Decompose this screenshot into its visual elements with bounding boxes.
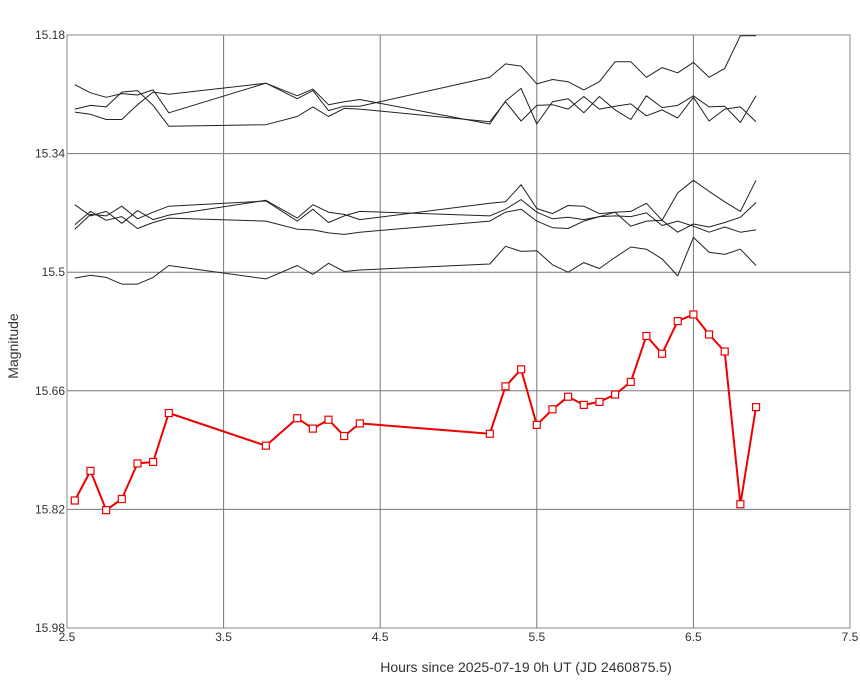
comparison-series-line <box>74 82 757 125</box>
y-tick-label: 15.66 <box>35 384 65 398</box>
grid-lines <box>66 34 851 629</box>
target-data-point <box>261 441 270 450</box>
target-data-point <box>548 405 557 414</box>
target-data-point <box>485 429 494 438</box>
target-data-point <box>657 349 667 358</box>
y-tick-label: 15.98 <box>35 621 65 635</box>
comparison-series-line <box>74 236 757 285</box>
target-data-point <box>149 457 158 467</box>
x-tick-label: 4.5 <box>372 630 389 644</box>
x-tick-label: 7.5 <box>842 630 859 644</box>
target-data-point <box>117 494 126 504</box>
target-series-line <box>73 313 757 512</box>
target-data-point <box>564 392 573 401</box>
target-data-point <box>704 330 714 339</box>
target-data-point <box>751 403 761 412</box>
y-tick-label: 15.5 <box>42 265 66 279</box>
target-data-point <box>720 347 729 356</box>
comparison-series-line <box>74 90 757 127</box>
target-data-point <box>293 414 302 423</box>
y-tick-label: 15.34 <box>35 147 65 161</box>
target-data-point <box>164 408 173 418</box>
target-data-point <box>532 420 541 429</box>
plot-frame <box>66 34 851 629</box>
x-tick-label: 2.5 <box>59 630 76 644</box>
tick-labels: 2.5 3.5 4.5 5.5 6.5 7.5 15.18 15.34 15.5 15.66 15.… <box>35 28 859 644</box>
target-data-point <box>308 424 317 433</box>
target-data-point <box>501 382 510 391</box>
y-axis-title: Magnitude <box>5 313 21 379</box>
target-data-point <box>626 377 635 387</box>
target-data-point <box>517 365 526 374</box>
target-data-point <box>642 331 651 341</box>
x-tick-label: 5.5 <box>528 630 545 644</box>
target-star-series <box>70 310 761 515</box>
target-data-point <box>70 496 79 505</box>
target-data-point <box>340 431 349 441</box>
target-data-point <box>673 317 682 326</box>
comparison-series-line <box>74 199 757 233</box>
x-tick-label: 3.5 <box>215 630 232 644</box>
target-data-point <box>133 459 142 468</box>
target-data-point <box>610 390 620 399</box>
target-data-point <box>579 400 588 409</box>
target-data-point <box>689 310 698 319</box>
comparison-series-line <box>74 179 757 224</box>
y-tick-label: 15.18 <box>35 28 65 42</box>
y-tick-label: 15.82 <box>35 502 65 516</box>
comparison-star-series <box>74 35 757 285</box>
x-tick-label: 6.5 <box>685 630 702 644</box>
target-data-point <box>324 415 333 424</box>
target-data-point <box>595 397 604 407</box>
comparison-series-line <box>74 208 757 235</box>
target-data-point <box>355 419 364 428</box>
comparison-series-line <box>74 35 756 114</box>
target-data-point <box>86 466 95 475</box>
target-data-point <box>736 500 745 509</box>
target-data-point <box>102 506 111 515</box>
x-axis-title: Hours since 2025-07-19 0h UT (JD 2460875… <box>380 659 672 675</box>
